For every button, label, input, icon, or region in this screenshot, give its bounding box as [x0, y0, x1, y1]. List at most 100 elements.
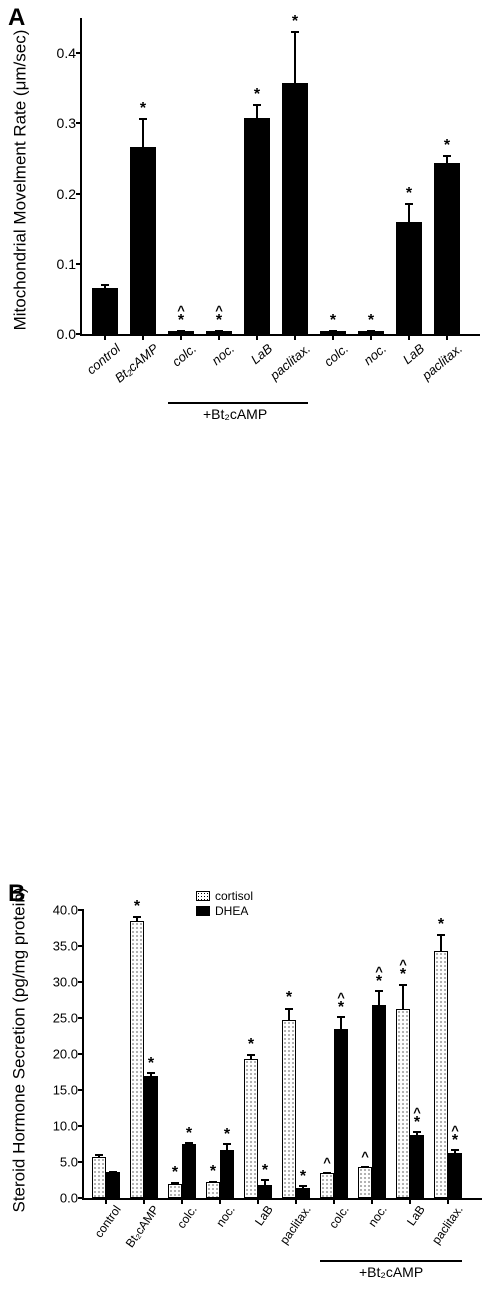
xtick: [104, 334, 106, 340]
panel-b: B Steroid Hormone Secretion (pg/mg prote…: [0, 880, 500, 1296]
legend-row: cortisol: [196, 888, 253, 903]
xtick: [219, 1198, 221, 1204]
bar-dhea: [448, 1153, 462, 1198]
significance-marker: *: [262, 1166, 268, 1176]
ytick-label: 30.0: [53, 975, 84, 990]
legend-swatch: [196, 906, 210, 916]
panel-b-chart: 0.05.010.015.020.025.030.035.040.0cortis…: [82, 910, 482, 1200]
significance-marker: *: [210, 1167, 216, 1177]
panel-b-ylabel: Steroid Hormone Secretion (pg/mg protein…: [10, 887, 30, 1212]
xtick: [294, 334, 296, 340]
bar-cortisol: [282, 1020, 296, 1198]
xtick: [218, 334, 220, 340]
bar: [244, 118, 270, 334]
significance-marker: ^: [361, 1152, 369, 1162]
panel-a: A Mitochondrial Movelment Rate (μm/sec) …: [0, 0, 500, 440]
significance-marker: ^*: [451, 1126, 459, 1146]
bar-dhea: [144, 1076, 158, 1198]
significance-marker: ^*: [375, 967, 383, 987]
group-label: +Bt₂cAMP: [203, 406, 267, 422]
significance-marker: *: [254, 90, 260, 100]
ytick-label: 0.1: [57, 256, 82, 272]
significance-marker: *: [134, 902, 140, 912]
error-bar: [294, 31, 296, 84]
significance-marker: *: [406, 189, 412, 199]
bar-dhea: [334, 1029, 348, 1198]
error-bar: [250, 1054, 252, 1060]
bar: [434, 163, 460, 334]
significance-marker: *: [140, 104, 146, 114]
error-bar: [288, 1008, 290, 1022]
error-bar: [142, 118, 144, 147]
significance-marker: ^*: [337, 993, 345, 1013]
bar-dhea: [106, 1172, 120, 1198]
xtick: [181, 1198, 183, 1204]
error-bar: [256, 104, 258, 118]
significance-marker: ^*: [215, 306, 223, 326]
error-bar: [454, 1149, 456, 1153]
error-bar: [104, 284, 106, 288]
xtick: [408, 334, 410, 340]
significance-marker: *: [438, 920, 444, 930]
ytick-label: 0.3: [57, 115, 82, 131]
ytick-label: 0.0: [57, 326, 82, 342]
xtick: [256, 334, 258, 340]
group-rule: [320, 1260, 462, 1262]
panel-a-label: A: [8, 4, 25, 32]
legend-swatch: [196, 891, 210, 901]
ytick-label: 20.0: [53, 1047, 84, 1062]
xtick: [180, 334, 182, 340]
bar-cortisol: [92, 1157, 106, 1198]
error-bar: [180, 330, 182, 331]
ytick-label: 5.0: [60, 1155, 84, 1170]
xtick: [447, 1198, 449, 1204]
significance-marker: *: [292, 17, 298, 27]
error-bar: [408, 203, 410, 222]
error-bar: [446, 155, 448, 163]
error-bar: [226, 1143, 228, 1149]
ytick-label: 10.0: [53, 1119, 84, 1134]
significance-marker: *: [224, 1130, 230, 1140]
error-bar: [332, 330, 334, 331]
error-bar: [326, 1172, 328, 1174]
bar: [92, 288, 118, 334]
bar: [282, 83, 308, 334]
xtick: [371, 1198, 373, 1204]
error-bar: [402, 984, 404, 1009]
ytick-label: 0.4: [57, 45, 82, 61]
bar-cortisol: [206, 1182, 220, 1198]
ytick-label: 15.0: [53, 1083, 84, 1098]
error-bar: [370, 330, 372, 331]
error-bar: [218, 330, 220, 331]
error-bar: [188, 1142, 190, 1144]
error-bar: [264, 1179, 266, 1185]
xtick: [257, 1198, 259, 1204]
xtick: [143, 1198, 145, 1204]
bar-cortisol: [168, 1184, 182, 1198]
panel-a-ylabel: Mitochondrial Movelment Rate (μm/sec): [10, 30, 30, 331]
significance-marker: *: [330, 316, 336, 326]
error-bar: [378, 990, 380, 1005]
legend-label: cortisol: [215, 889, 253, 903]
significance-marker: ^: [323, 1158, 331, 1168]
xtick: [333, 1198, 335, 1204]
error-bar: [136, 916, 138, 922]
significance-marker: *: [286, 993, 292, 1003]
bar: [320, 331, 346, 334]
group-rule: [168, 402, 308, 404]
significance-marker: *: [368, 316, 374, 326]
bar-dhea: [258, 1185, 272, 1198]
significance-marker: ^*: [399, 960, 407, 980]
error-bar: [212, 1181, 214, 1183]
xtick: [409, 1198, 411, 1204]
bar-dhea: [182, 1144, 196, 1198]
significance-marker: *: [300, 1172, 306, 1182]
bar-dhea: [410, 1135, 424, 1198]
error-bar: [364, 1166, 366, 1168]
error-bar: [416, 1131, 418, 1135]
xtick: [142, 334, 144, 340]
bar-dhea: [220, 1150, 234, 1198]
bar-cortisol: [130, 921, 144, 1198]
bar-cortisol: [396, 1009, 410, 1198]
error-bar: [302, 1185, 304, 1188]
